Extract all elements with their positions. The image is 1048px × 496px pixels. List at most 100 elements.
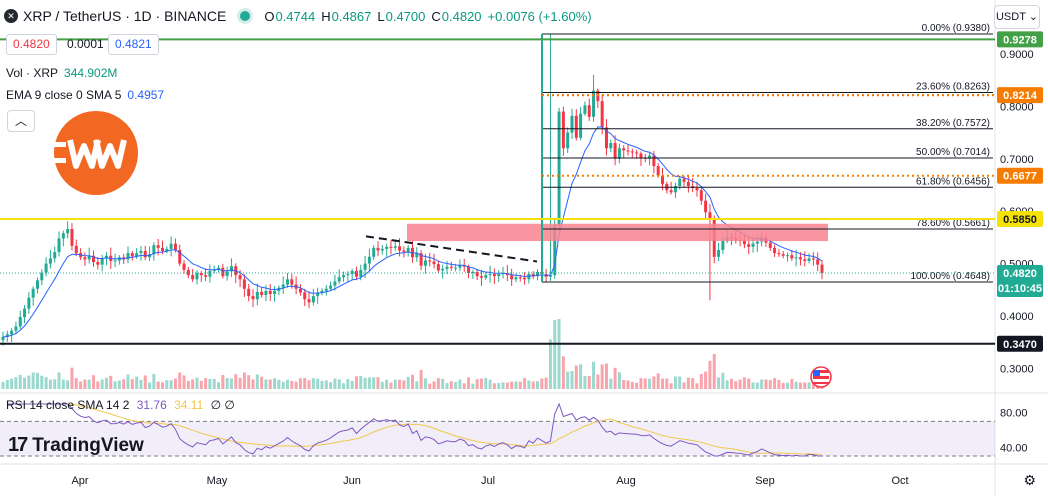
candle-body [398, 246, 402, 251]
rsi-legend[interactable]: RSI 14 close SMA 14 2 31.76 34.11 ∅ ∅ [6, 398, 235, 412]
candle-body [35, 280, 39, 289]
candle-body [751, 243, 755, 247]
candle-body [1, 336, 5, 341]
time-axis-label: Jul [481, 475, 495, 487]
volume-bar [419, 369, 423, 389]
candle-body [682, 178, 686, 182]
last-price-label: 0.4820 [1003, 268, 1037, 280]
volume-bar [27, 375, 31, 389]
candle-body [160, 247, 164, 252]
volume-bar [790, 378, 794, 389]
volume-bar [234, 374, 238, 389]
sell-button[interactable]: 0.4820 [6, 34, 57, 55]
badge-bar-2 [54, 158, 66, 163]
candle-body [156, 245, 160, 248]
volume-bar [531, 381, 535, 389]
volume-bar [630, 381, 634, 389]
candle-body [786, 255, 790, 257]
volume-bar [104, 377, 108, 389]
candle-body [811, 258, 815, 260]
tradingview-logo[interactable]: 17 TradingView [8, 434, 144, 457]
volume-bar [186, 380, 190, 389]
volume-bar [661, 378, 665, 389]
volume-bar [10, 378, 14, 389]
price-tick-label: 0.8000 [1000, 101, 1034, 113]
volume-bar [721, 372, 725, 389]
ema-legend[interactable]: EMA 9 close 0 SMA 5 0.4957 [6, 88, 164, 102]
badge-w-left [67, 139, 101, 169]
volume-bar [781, 382, 785, 389]
volume-bar [298, 378, 302, 389]
candle-body [83, 257, 87, 260]
volume-legend[interactable]: Vol · XRP 344.902M [6, 66, 117, 80]
volume-bar [285, 379, 289, 389]
horizontal-level-label: 0.6677 [1003, 171, 1037, 183]
volume-bar [786, 382, 790, 389]
volume-bar [5, 379, 9, 389]
chart-settings-icon[interactable]: ⚙ [1023, 472, 1036, 488]
ohlc-label-high: H [321, 8, 331, 24]
volume-bar [587, 376, 591, 389]
volume-bar [217, 382, 221, 389]
candle-body [419, 253, 423, 266]
volume-bar [385, 379, 389, 389]
ema-line [2, 126, 823, 338]
candle-body [798, 257, 802, 260]
volume-bar [471, 383, 475, 389]
volume-bar [74, 378, 78, 389]
fib-level-label: 100.00% (0.4648) [910, 271, 990, 282]
volume-bar [609, 378, 613, 389]
volume-bar [747, 378, 751, 389]
candle-body [432, 261, 436, 265]
volume-bar [712, 354, 716, 389]
volume-bar [204, 378, 208, 389]
volume-bar [652, 376, 656, 389]
last-price-tag [997, 265, 1043, 298]
candle-body [40, 272, 44, 281]
volume-bar [518, 381, 522, 389]
time-axis-label: Jun [343, 475, 361, 487]
candle-body [436, 264, 440, 271]
volume-bar [691, 378, 695, 389]
volume-bar [583, 375, 587, 389]
volume-bar [329, 382, 333, 389]
volume-bar [557, 319, 561, 389]
collapse-legend-button[interactable]: ︿ [7, 110, 35, 132]
candle-body [454, 267, 458, 269]
currency-selector[interactable]: USDT ⌄ [994, 5, 1040, 29]
candle-body [579, 113, 583, 138]
candle-body [320, 290, 324, 293]
volume-bar [492, 383, 496, 389]
symbol-title[interactable]: XRP / TetherUS · 1D · BINANCE [23, 8, 227, 24]
buy-button[interactable]: 0.4821 [108, 34, 159, 55]
bitcoin-wallet-logo-icon [54, 111, 138, 195]
candle-body [311, 296, 315, 303]
volume-bar [406, 376, 410, 389]
volume-bar [169, 380, 173, 389]
candle-body [652, 155, 656, 167]
candle-body [686, 181, 690, 187]
volume-bar [14, 377, 18, 389]
candle-body [794, 257, 798, 259]
market-status-icon[interactable] [240, 11, 251, 21]
volume-bar [574, 365, 578, 389]
time-axis-label: May [207, 475, 228, 487]
ohlc-value-high: 0.4867 [331, 8, 372, 24]
candle-body [74, 245, 78, 254]
volume-bar [31, 372, 35, 389]
candle-body [44, 263, 48, 273]
volume-bar [260, 376, 264, 389]
volume-bar [725, 380, 729, 389]
candle-body [423, 260, 427, 266]
candle-body [130, 253, 134, 257]
candle-body [204, 275, 208, 277]
candle-body [242, 279, 246, 289]
volume-bar [182, 375, 186, 389]
candle-body [415, 253, 419, 258]
volume-bar [648, 378, 652, 389]
fib-level-label: 50.00% (0.7014) [916, 147, 990, 158]
candle-body [87, 255, 91, 260]
volume-bar [462, 383, 466, 389]
volume-bar [777, 380, 781, 389]
